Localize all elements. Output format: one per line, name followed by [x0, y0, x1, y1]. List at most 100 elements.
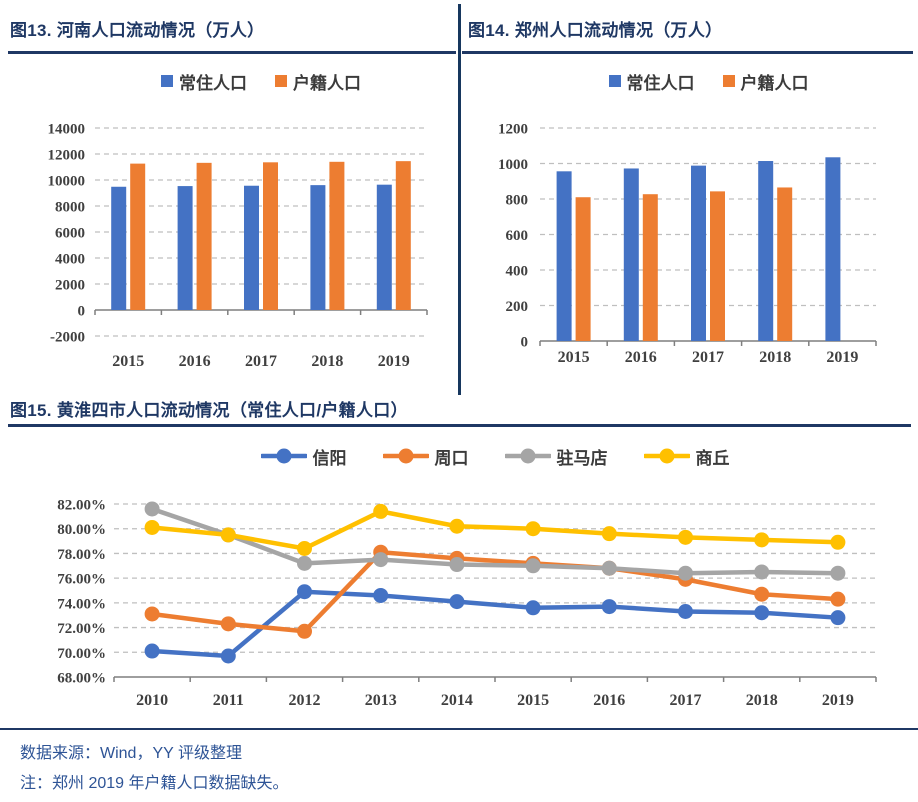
- marker-商丘: [754, 532, 770, 548]
- footer-rule: [0, 728, 918, 730]
- bar-常住人口: [244, 185, 259, 310]
- x-tick-label: 2019: [378, 353, 410, 370]
- figure13-bar-chart: -2000 0 2000 4000 6000 8000 10000 12000 14000 201…: [48, 122, 428, 370]
- y-tick-label: 70.00%: [57, 646, 106, 662]
- y-tick-label: 68.00%: [57, 671, 106, 687]
- legend-item-常住人口: 常住人口: [608, 69, 695, 94]
- y-tick-label: 1200: [498, 122, 528, 138]
- bar-户籍人口: [710, 191, 725, 341]
- marker-驻马店: [297, 555, 312, 571]
- line-信阳: [149, 589, 841, 659]
- figure13-legend: 常住人口 户籍人口: [95, 69, 427, 94]
- marker-商丘: [220, 527, 236, 543]
- x-tick-label: 2019: [826, 349, 858, 366]
- marker-驻马店: [449, 557, 465, 573]
- marker-驻马店: [830, 565, 846, 581]
- legend-label: 常住人口: [626, 73, 695, 93]
- y-tick-label: 800: [506, 193, 529, 209]
- x-tick-label: 2010: [136, 692, 168, 709]
- bar-常住人口: [111, 186, 127, 310]
- y-tick-label: 8000: [55, 200, 85, 216]
- legend-label: 商丘: [695, 448, 730, 468]
- legend-line-marker-icon: [260, 448, 307, 464]
- y-tick-label: 76.00%: [57, 572, 106, 588]
- y-tick-label: 2000: [55, 278, 85, 294]
- marker-驻马店: [601, 560, 617, 576]
- x-tick-label: 2017: [245, 353, 277, 370]
- y-tick-label: 12000: [48, 148, 86, 164]
- marker-周口: [220, 616, 236, 632]
- marker-周口: [754, 586, 770, 602]
- bar-户籍人口: [777, 187, 793, 341]
- figure15-line-chart: 68.00% 70.00% 72.00% 74.00% 76.00% 78.00% 80.0…: [57, 498, 877, 709]
- bar-户籍人口: [263, 162, 278, 310]
- marker-信阳: [678, 604, 693, 620]
- bar-常住人口: [825, 157, 841, 341]
- marker-商丘: [601, 526, 617, 542]
- legend-swatch-icon: [161, 75, 173, 87]
- x-tick-label: 2016: [625, 349, 657, 366]
- x-tick-label: 2011: [213, 692, 244, 709]
- legend-item-户籍人口: 户籍人口: [275, 69, 361, 94]
- bar-常住人口: [310, 185, 326, 310]
- legend-dot: [659, 448, 674, 464]
- figure14-legend: 常住人口 户籍人口: [540, 69, 877, 94]
- marker-信阳: [601, 599, 617, 615]
- legend-line-marker-icon: [643, 448, 690, 464]
- marker-周口: [297, 623, 312, 639]
- x-tick-label: 2012: [289, 692, 321, 709]
- bar-常住人口: [376, 184, 392, 310]
- x-tick-label: 2015: [558, 349, 590, 366]
- bar-户籍人口: [130, 163, 146, 310]
- x-tick-label: 2014: [441, 692, 473, 709]
- legend-label: 周口: [434, 448, 469, 468]
- y-tick-label: -2000: [50, 330, 85, 346]
- bar-常住人口: [623, 168, 639, 341]
- marker-商丘: [144, 519, 160, 535]
- line-驻马店: [149, 506, 841, 576]
- y-tick-label: 0: [78, 304, 86, 320]
- legend-swatch-icon: [608, 75, 621, 87]
- marker-商丘: [373, 503, 389, 519]
- marker-驻马店: [754, 564, 770, 580]
- marker-商丘: [449, 518, 465, 534]
- marker-驻马店: [525, 558, 541, 574]
- bar-户籍人口: [329, 161, 345, 310]
- figure14-title: 图14. 郑州人口流动情况（万人）: [468, 21, 723, 40]
- legend-dot: [276, 448, 291, 464]
- bar-常住人口: [758, 161, 774, 341]
- marker-商丘: [525, 521, 541, 537]
- x-tick-label: 2017: [692, 349, 724, 366]
- legend-dot: [398, 448, 413, 464]
- figure13-title: 图13. 河南人口流动情况（万人）: [10, 21, 265, 40]
- y-tick-label: 14000: [48, 122, 86, 138]
- marker-驻马店: [373, 552, 389, 568]
- figure14-bar-chart: 0 200 400 600 800 1000 1200 2015 2016 2017 2018 201…: [498, 122, 877, 366]
- bar-户籍人口: [395, 161, 411, 310]
- bar-常住人口: [691, 165, 706, 341]
- legend-item-常住人口: 常住人口: [161, 69, 247, 94]
- x-tick-label: 2018: [746, 692, 778, 709]
- figure15-title-rule: [8, 424, 911, 427]
- legend-line-marker-icon: [504, 448, 551, 464]
- legend-swatch-icon: [275, 75, 287, 87]
- marker-信阳: [373, 587, 389, 603]
- legend-dot: [520, 448, 535, 464]
- marker-信阳: [144, 643, 160, 659]
- x-tick-label: 2016: [179, 353, 211, 370]
- marker-信阳: [220, 648, 236, 664]
- y-tick-label: 80.00%: [57, 522, 106, 538]
- marker-信阳: [754, 605, 770, 621]
- legend-label: 常住人口: [179, 73, 247, 93]
- marker-信阳: [525, 600, 541, 616]
- marker-驻马店: [678, 565, 693, 581]
- footer-source: 数据来源：Wind，YY 评级整理: [20, 745, 242, 762]
- y-tick-label: 6000: [55, 226, 85, 242]
- figure15-title: 图15. 黄淮四市人口流动情况（常住人口/户籍人口）: [10, 401, 408, 420]
- marker-商丘: [678, 529, 693, 545]
- line-周口: [149, 549, 841, 634]
- x-tick-label: 2017: [670, 692, 702, 709]
- x-tick-label: 2013: [365, 692, 397, 709]
- y-tick-label: 1000: [498, 157, 528, 173]
- y-tick-label: 74.00%: [57, 596, 106, 612]
